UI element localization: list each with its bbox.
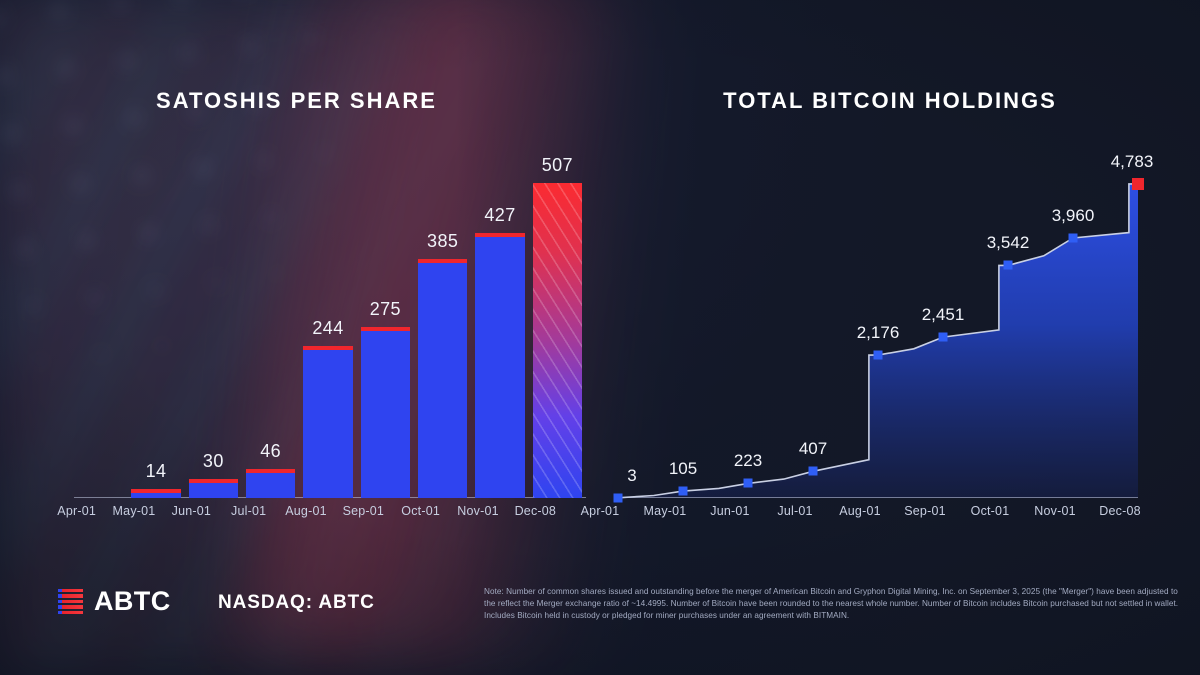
bar-value-label: 30 — [202, 451, 224, 472]
area-x-tick-label: May-01 — [643, 504, 687, 518]
data-point-value-label: 3 — [627, 465, 637, 485]
bar-shape[interactable] — [360, 327, 410, 498]
bar-shape[interactable] — [475, 232, 525, 498]
satoshis-per-share-chart: SATOSHIS PER SHARE 14 30 46 244 275 385 427 507… — [48, 88, 593, 538]
bar-value-label: 14 — [145, 461, 167, 482]
bar-column[interactable]: 14 — [131, 150, 181, 498]
bar-chart-title: SATOSHIS PER SHARE — [156, 88, 437, 113]
bar-x-tick-label: Jun-01 — [171, 504, 212, 518]
data-point-marker[interactable] — [873, 350, 883, 360]
bar-plot-area: 14 30 46 244 275 385 427 507 — [70, 150, 586, 498]
area-x-tick-label: Dec-08 — [1099, 504, 1141, 518]
area-plot-area: 3 105 223 407 2,176 2,451 3,542 3,960 4,783 — [613, 150, 1153, 503]
bar-value-label: 427 — [484, 204, 516, 225]
data-point-marker[interactable] — [938, 332, 948, 342]
data-point-marker[interactable] — [743, 478, 753, 488]
total-bitcoin-holdings-chart: TOTAL BITCOIN HOLDINGS 3 105 223 407 2,176 2,… — [581, 88, 1160, 538]
slide-footer: ABTC NASDAQ: ABTC Note: Number of common… — [0, 560, 1200, 675]
data-point-marker[interactable] — [613, 493, 623, 503]
bar-shape[interactable] — [188, 479, 238, 498]
bar-value-label: 244 — [312, 318, 344, 339]
data-point-marker[interactable] — [1068, 233, 1078, 243]
abtc-flag-mark-icon — [58, 588, 83, 615]
data-point-value-label: 2,451 — [921, 305, 965, 325]
data-point-value-label: 3,960 — [1051, 205, 1095, 225]
area-x-tick-label: Apr-01 — [580, 504, 620, 518]
brand-lockup: ABTC — [58, 586, 171, 617]
area-x-tick-label: Aug-01 — [839, 504, 881, 518]
data-point-value-label: 223 — [733, 451, 763, 471]
data-point-marker-latest[interactable] — [1132, 177, 1144, 190]
bar-x-tick-label: Apr-01 — [57, 504, 97, 518]
bar-shape[interactable] — [131, 489, 181, 498]
area-x-axis-line — [618, 497, 1138, 498]
bar-column[interactable]: 46 — [246, 150, 296, 498]
area-x-tick-label: Nov-01 — [1034, 504, 1076, 518]
area-chart-title: TOTAL BITCOIN HOLDINGS — [723, 88, 1057, 113]
bar-column[interactable]: 275 — [360, 150, 410, 498]
data-point-value-label: 105 — [668, 459, 698, 479]
bar-column[interactable]: 427 — [475, 150, 525, 498]
data-point-marker[interactable] — [678, 486, 688, 496]
area-fill-path — [618, 183, 1138, 498]
area-x-tick-label: Jun-01 — [710, 504, 750, 518]
data-point-marker[interactable] — [1003, 260, 1013, 270]
bar-column[interactable]: 507 — [532, 150, 582, 498]
bar-x-tick-label: Jul-01 — [231, 504, 267, 518]
area-x-tick-label: Jul-01 — [777, 504, 813, 518]
area-series-svg — [617, 183, 1138, 499]
bar-shape-highlight[interactable] — [532, 182, 582, 498]
brand-name: ABTC — [94, 586, 171, 616]
bar-x-tick-label: Dec-08 — [514, 504, 557, 518]
bar-column[interactable]: 385 — [418, 150, 468, 498]
bar-value-label: 385 — [427, 230, 459, 251]
bar-column[interactable]: 30 — [188, 150, 238, 498]
area-x-tick-label: Oct-01 — [970, 504, 1010, 518]
data-point-value-label: 3,542 — [986, 233, 1030, 253]
bar-x-tick-label: Oct-01 — [401, 504, 441, 518]
data-point-marker[interactable] — [808, 466, 818, 476]
bar-x-tick-label: Nov-01 — [457, 504, 499, 518]
area-x-axis-labels: Apr-01 May-01 Jun-01 Jul-01 Aug-01 Sep-01 Oct-… — [581, 504, 1141, 526]
bar-value-label: 46 — [260, 441, 282, 462]
bar-column[interactable]: 244 — [303, 150, 353, 498]
area-x-tick-label: Sep-01 — [904, 504, 946, 518]
bar-shape[interactable] — [303, 346, 353, 498]
bar-x-axis-labels: Apr-01 May-01 Jun-01 Jul-01 Aug-01 Sep-01 Oct-… — [48, 504, 564, 526]
data-point-value-label: 2,176 — [856, 323, 900, 343]
data-point-value-label: 407 — [798, 439, 828, 459]
bar-shape[interactable] — [418, 258, 468, 498]
bar-value-label: 507 — [541, 154, 573, 175]
area-line-path — [617, 183, 1138, 499]
bar-x-tick-label: Sep-01 — [342, 504, 385, 518]
bar-shape[interactable] — [246, 469, 296, 498]
data-point-value-label: 4,783 — [1110, 151, 1154, 171]
bar-x-tick-label: May-01 — [112, 504, 156, 518]
bar-x-tick-label: Aug-01 — [285, 504, 327, 518]
bar-value-label: 275 — [369, 299, 401, 320]
footnote-text: Note: Number of common shares issued and… — [484, 587, 1179, 621]
nasdaq-ticker: NASDAQ: ABTC — [218, 592, 375, 613]
